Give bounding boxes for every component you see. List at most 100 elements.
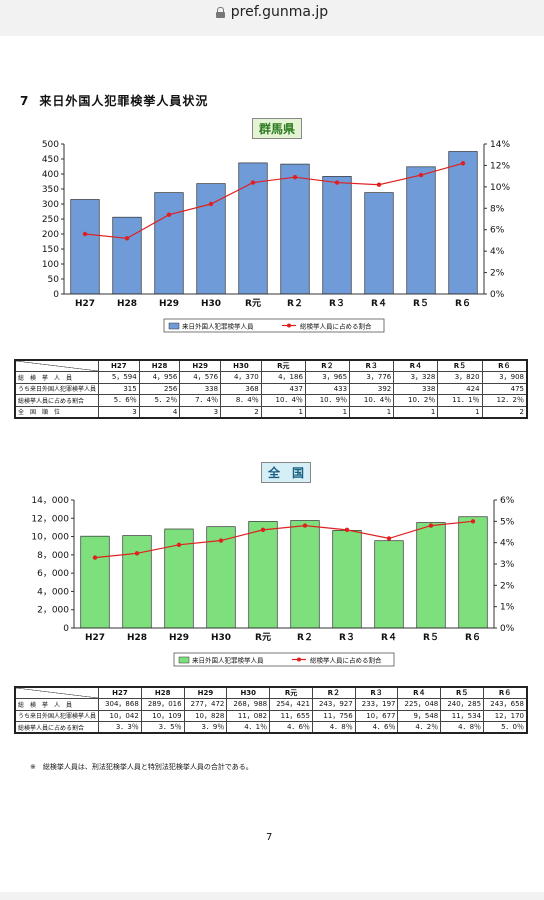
table-cell: 4．8％ — [311, 721, 356, 734]
y-tick-label: 200 — [42, 230, 59, 240]
table-row-label: 総検挙人員に占める割合 — [14, 721, 100, 734]
legend-line-marker — [297, 657, 301, 662]
table-cell: 4 — [138, 405, 181, 419]
table-cell: 1 — [304, 405, 351, 419]
table-cell: 424 — [437, 382, 483, 395]
table-cell: 10，042 — [98, 709, 142, 722]
table-cell: 7．4％ — [179, 394, 222, 407]
y-tick-label: 14，000 — [31, 496, 69, 506]
table-row: 総検挙人員に占める割合 3．3％ 3．5％ 3．9％ 4．1％ 4．6％ 4．8％ 4．6％ 4… — [14, 721, 529, 734]
table-header-row: H27 H28 H29 H30 R元 R２ R３ R４ R５ R６ — [14, 359, 528, 372]
table-cell: 3 — [98, 405, 140, 419]
x-tick-label: R５ — [413, 298, 429, 309]
gunma-chart: 50045040035030025020015010050014%12%10%8… — [42, 140, 510, 333]
table-cell: 3．9％ — [183, 721, 228, 734]
bar — [70, 199, 100, 295]
table-cell: 10．4％ — [349, 394, 395, 407]
url-text: pref.gunma.jp — [230, 4, 329, 20]
table-cell: 243，927 — [311, 698, 356, 711]
ratio-point — [376, 182, 382, 187]
table-cell: 254，421 — [269, 698, 313, 711]
section-number: 7 — [20, 94, 30, 108]
ratio-point — [386, 536, 392, 541]
bar — [80, 535, 110, 629]
table-row: うち来日外国人犯罪検挙人員 315 256 338 368 437 433 392 338 424… — [14, 382, 528, 395]
bar — [374, 540, 404, 629]
table-row-label: 全 国 順 位 — [14, 405, 100, 419]
table-cell: 277，472 — [183, 698, 228, 711]
table-cell: 392 — [349, 382, 395, 395]
bar — [154, 192, 184, 295]
table-cell: 2 — [220, 405, 262, 419]
y-tick-label: 150 — [42, 245, 59, 255]
table-cell: 289，016 — [140, 698, 185, 711]
ratio-point — [82, 231, 88, 237]
table-cell: 338 — [179, 382, 222, 395]
table-cell: 3．5％ — [140, 721, 185, 734]
x-tick-label: R元 — [245, 298, 261, 309]
table-header-cell: R５ — [440, 686, 485, 699]
table-cell: 11，534 — [440, 709, 485, 722]
table-cell: 4．1％ — [226, 721, 271, 734]
table-header-cell: H28 — [140, 686, 185, 699]
y2-tick-label: 14% — [490, 140, 510, 150]
table-cell: 368 — [220, 382, 262, 395]
table-cell: 3 — [179, 405, 222, 419]
legend-bar-label: 来日外国人犯罪検挙人員 — [192, 656, 264, 665]
x-tick-label: H28 — [117, 299, 137, 309]
table-cell: 11，655 — [269, 709, 313, 722]
table-header-cell: H28 — [138, 359, 181, 372]
table-header-cell: R６ — [481, 359, 528, 372]
table-cell: 233，197 — [354, 698, 399, 711]
table-cell: 3，965 — [304, 371, 351, 384]
table-header-cell: H27 — [98, 686, 142, 699]
table-row: うち来日外国人犯罪検挙人員 10，042 10，109 10，828 11，082 11，… — [14, 709, 529, 722]
y-tick-label: 450 — [42, 155, 59, 165]
table-cell: 4．6％ — [354, 721, 399, 734]
national-table: H27 H28 H29 H30 R元 R２ R３ R４ R５ R６ 総 検 挙 人 員 304，868… — [14, 686, 529, 734]
table-cell: 4，956 — [138, 371, 181, 384]
table-cell: 4，186 — [260, 371, 306, 384]
x-tick-label: R２ — [287, 298, 303, 309]
gunma-table: H27 H28 H29 H30 R元 R２ R３ R４ R５ R６ 総 検 挙 人 員 5，594 4，… — [14, 359, 528, 419]
ratio-point — [292, 175, 298, 180]
y2-tick-label: 5% — [500, 517, 515, 527]
x-tick-label: H27 — [75, 299, 95, 309]
table-header-cell: R２ — [311, 686, 356, 699]
legend-line-label: 総検挙人員に占める割合 — [310, 656, 382, 665]
table-row-label: うち来日外国人犯罪検挙人員 — [14, 382, 100, 395]
table-header-cell: R４ — [397, 686, 442, 699]
x-tick-label: H29 — [159, 299, 179, 309]
y-tick-label: 300 — [42, 200, 59, 210]
table-header-cell: R３ — [354, 686, 399, 699]
national-chart-title: 全 国 — [261, 462, 312, 483]
x-tick-label: R４ — [371, 298, 387, 309]
page-number: 7 — [266, 832, 273, 843]
legend-bar-label: 来日外国人犯罪検挙人員 — [182, 322, 254, 331]
table-header-cell: H29 — [179, 359, 222, 372]
bar — [448, 151, 478, 295]
y2-tick-label: 2% — [490, 269, 505, 279]
ratio-point — [470, 519, 476, 524]
table-header-cell: H29 — [183, 686, 228, 699]
table-cell: 12．2％ — [481, 394, 528, 407]
table-cell: 475 — [481, 382, 528, 395]
ratio-point — [166, 212, 172, 217]
table-row: 総 検 挙 人 員 5，594 4，956 4，576 4，370 4，186 3，965 3… — [14, 371, 528, 384]
table-header-cell: R４ — [393, 359, 439, 372]
legend-line-label: 総検挙人員に占める割合 — [300, 322, 372, 331]
y2-tick-label: 10% — [490, 183, 510, 193]
footnote: ※ 総検挙人員は、刑法犯検挙人員と特別法犯検挙人員の合計である。 — [30, 763, 253, 771]
table-header-cell: R２ — [304, 359, 351, 372]
table-cell: 433 — [304, 382, 351, 395]
table-cell: 11．1％ — [437, 394, 483, 407]
address-bar[interactable]: pref.gunma.jp — [0, 0, 544, 24]
table-header-cell: R６ — [483, 686, 529, 699]
y2-tick-label: 12% — [490, 161, 510, 171]
y2-tick-label: 0% — [500, 624, 515, 634]
y2-tick-label: 1% — [500, 603, 515, 613]
table-cell: 10．2％ — [393, 394, 439, 407]
ratio-point — [418, 172, 424, 178]
x-tick-label: R６ — [455, 298, 471, 309]
x-tick-label: R２ — [297, 632, 313, 643]
